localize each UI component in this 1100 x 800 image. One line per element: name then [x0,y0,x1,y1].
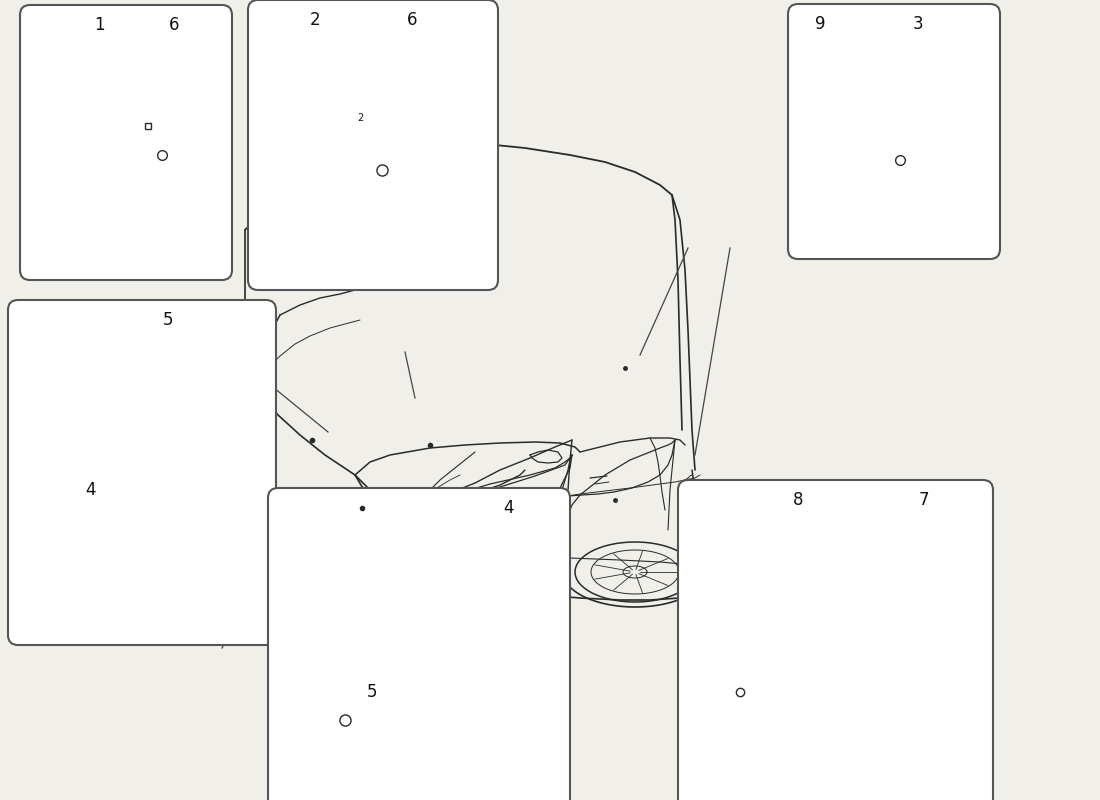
Text: 5: 5 [163,311,174,329]
Text: 4: 4 [85,481,96,499]
Text: 3: 3 [913,15,923,33]
Text: 4: 4 [503,499,514,517]
Text: 8: 8 [793,491,803,509]
Text: 2: 2 [310,11,320,29]
Text: 6: 6 [168,16,179,34]
Text: 2: 2 [356,113,363,123]
FancyBboxPatch shape [788,4,1000,259]
FancyBboxPatch shape [8,300,276,645]
Text: 5: 5 [366,683,377,701]
FancyBboxPatch shape [20,5,232,280]
Text: 7: 7 [918,491,930,509]
Text: 9: 9 [815,15,825,33]
FancyBboxPatch shape [678,480,993,800]
FancyBboxPatch shape [268,488,570,800]
Text: 6: 6 [407,11,417,29]
FancyBboxPatch shape [248,0,498,290]
Text: 1: 1 [94,16,104,34]
